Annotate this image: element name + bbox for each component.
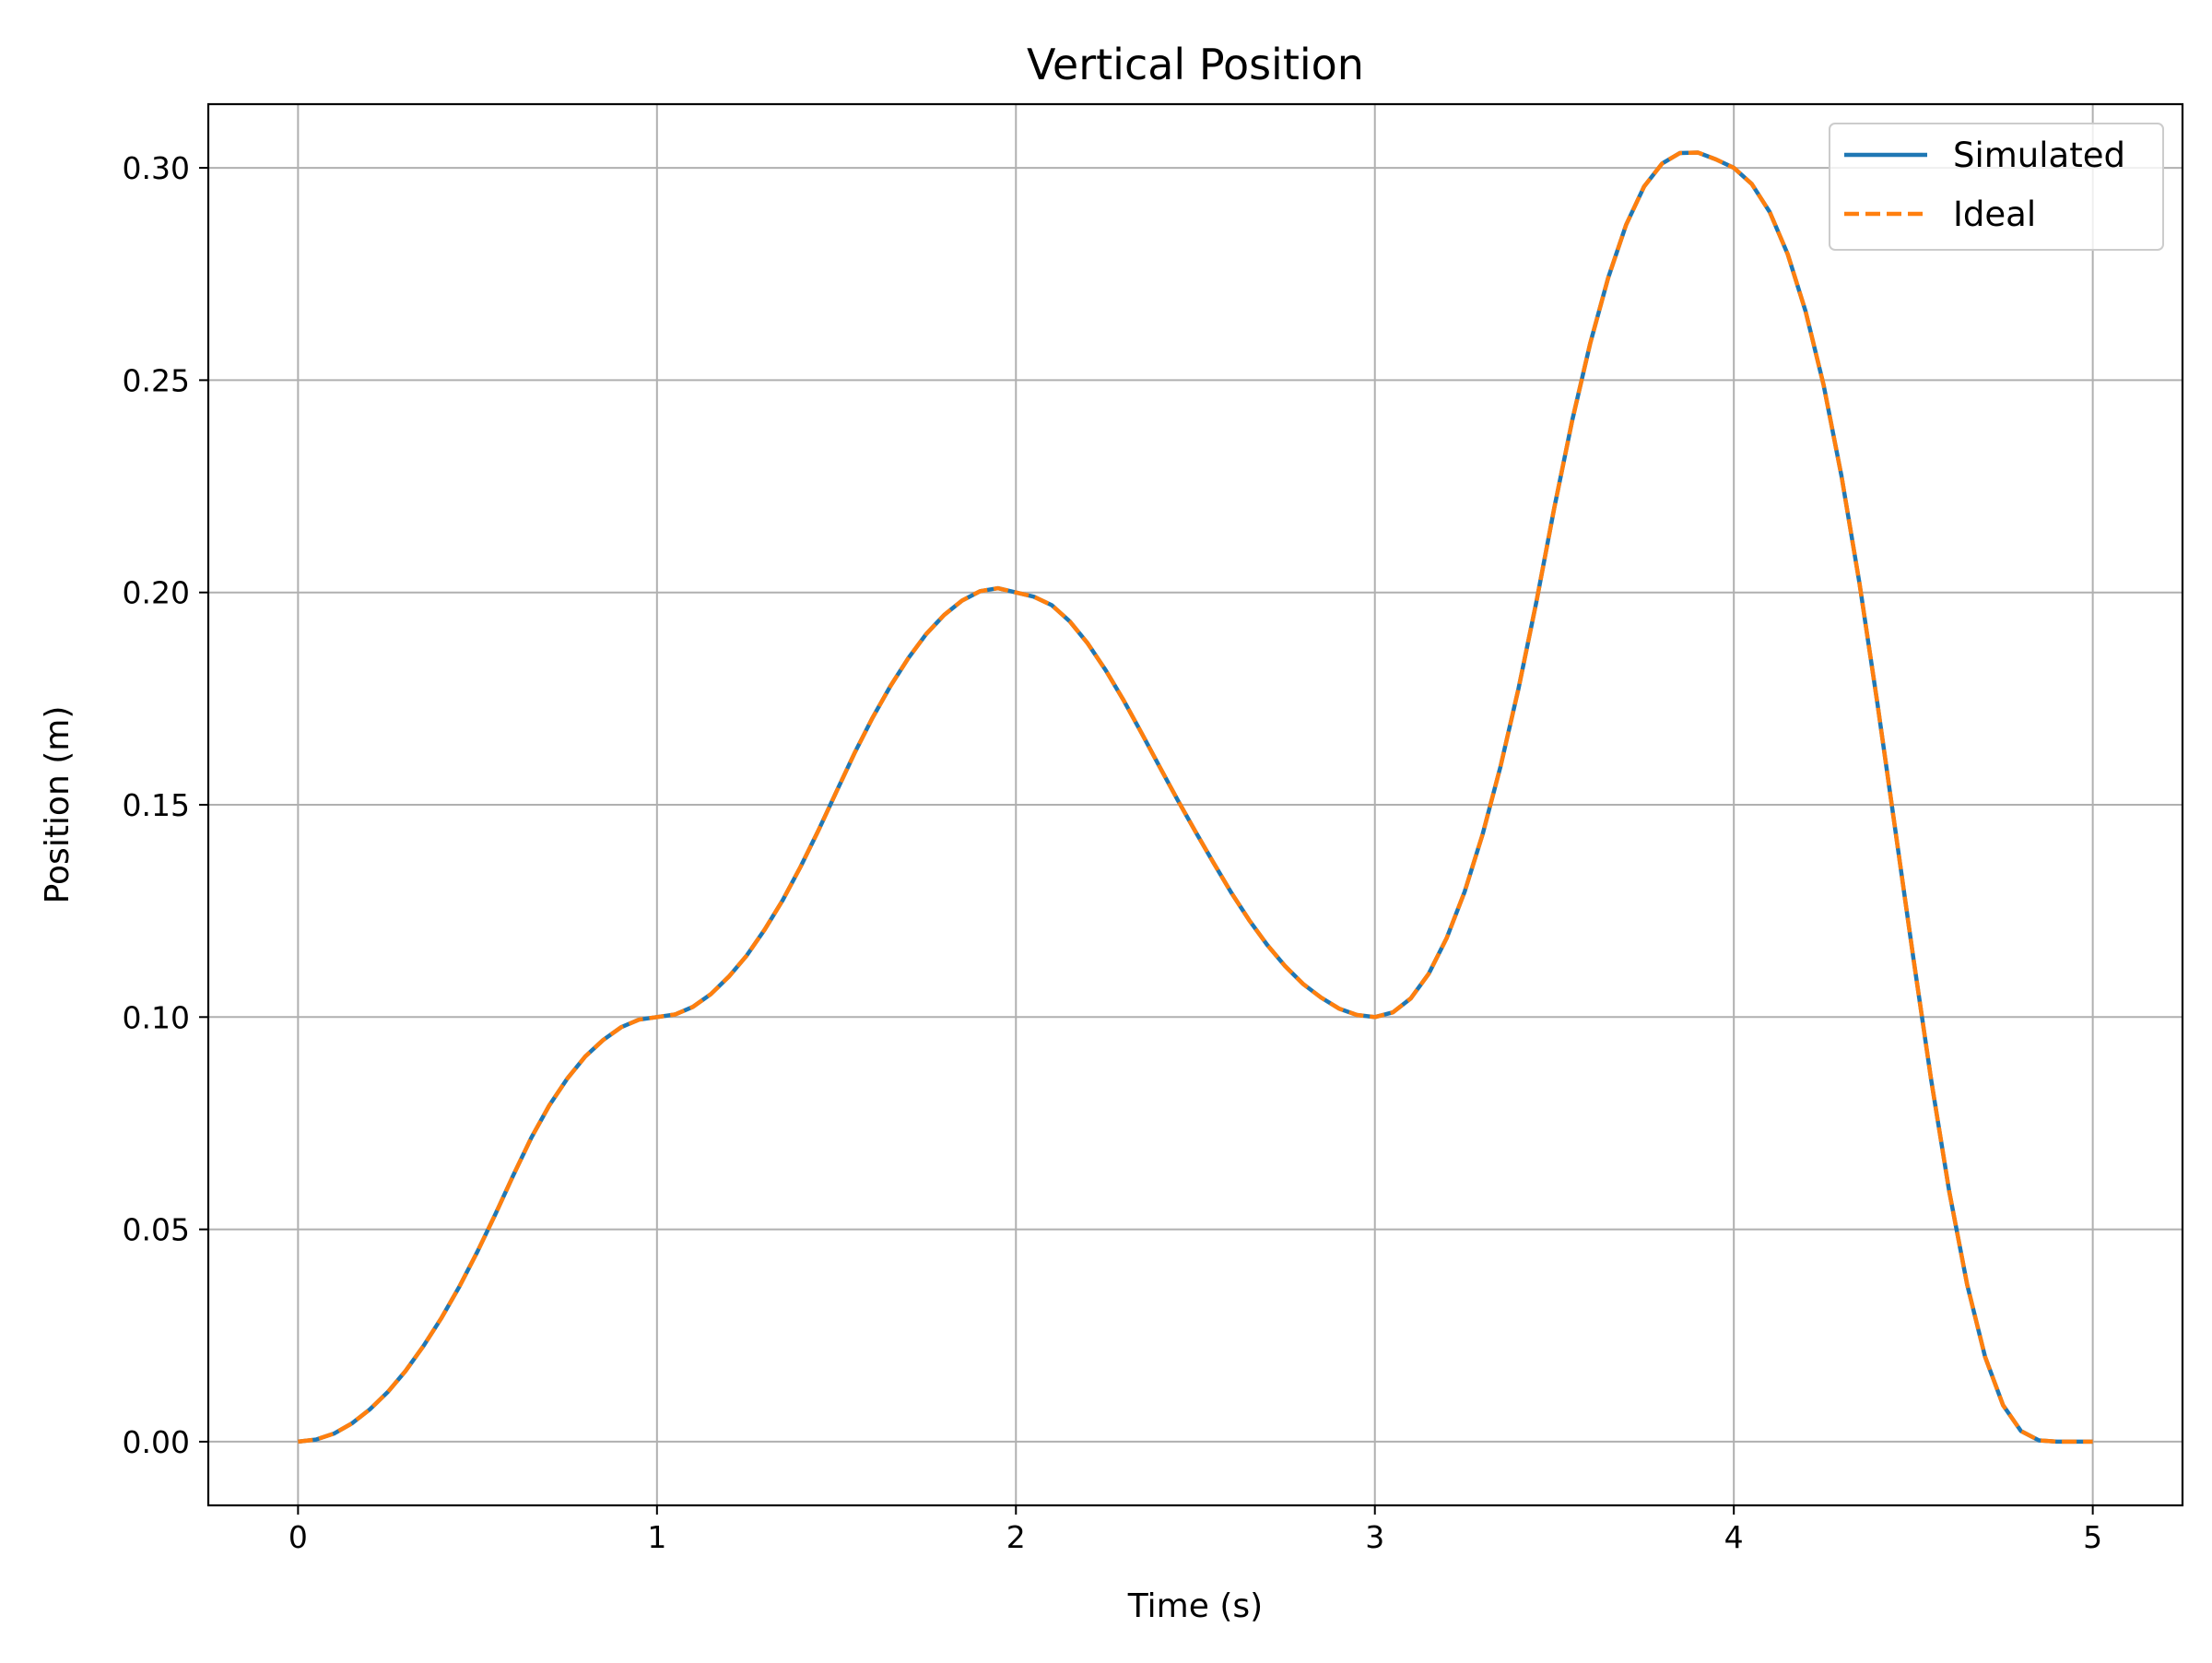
y-tick-label: 0.00: [123, 1424, 190, 1460]
y-tick-label: 0.05: [123, 1212, 190, 1248]
y-tick-label: 0.25: [123, 362, 190, 398]
y-tick-label: 0.20: [123, 575, 190, 611]
y-tick-label: 0.30: [123, 150, 190, 186]
x-tick-label: 3: [1365, 1519, 1384, 1555]
chart-title: Vertical Position: [1027, 40, 1364, 89]
legend-ideal-label: Ideal: [1953, 195, 2036, 234]
y-tick-label: 0.10: [123, 999, 190, 1035]
axis-ticks: 0 1 2 3 4 5 0.00 0.05 0.10 0.15 0.20 0.25 0.30: [123, 150, 2103, 1555]
grid-lines: [208, 104, 2183, 1505]
legend-simulated-label: Simulated: [1953, 136, 2125, 175]
x-tick-label: 1: [647, 1519, 666, 1555]
legend: Simulated Ideal: [1829, 123, 2164, 251]
x-axis-label: Time (s): [1127, 1587, 1263, 1625]
x-tick-label: 5: [2083, 1519, 2102, 1555]
x-tick-label: 2: [1006, 1519, 1026, 1555]
y-tick-label: 0.15: [123, 787, 190, 823]
series-lines: [298, 150, 2093, 1445]
x-tick-label: 4: [1724, 1519, 1744, 1555]
y-axis-label: Position (m): [39, 706, 76, 904]
series-ideal-line: [298, 150, 2093, 1445]
x-tick-label: 0: [288, 1519, 308, 1555]
